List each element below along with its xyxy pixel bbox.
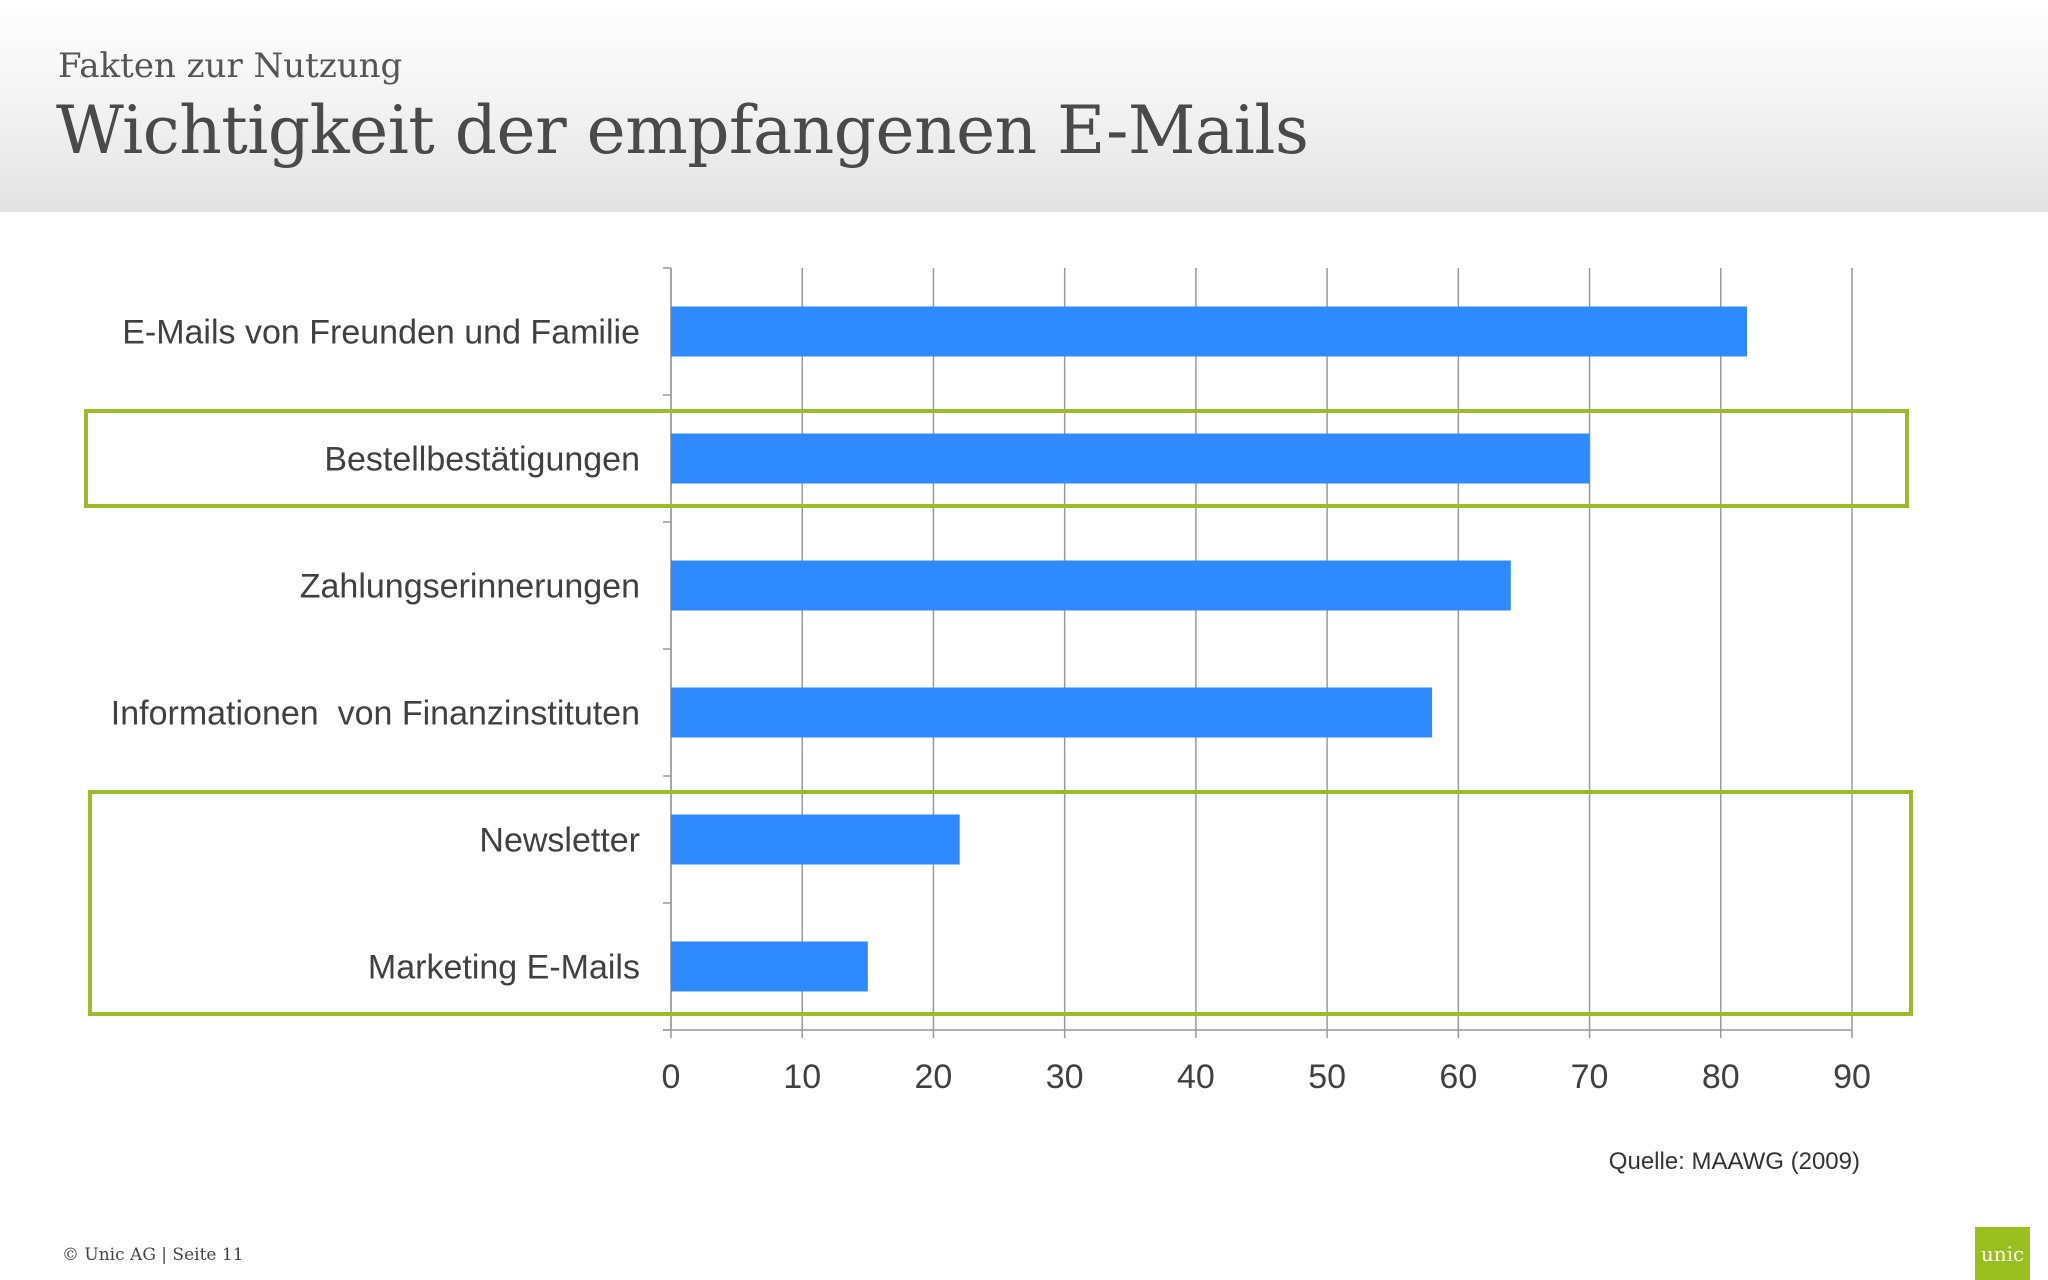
footer-copyright: © Unic AG | Seite 11 (62, 1245, 244, 1265)
bar (671, 941, 868, 992)
x-tick-label: 60 (1439, 1058, 1477, 1096)
category-label: Informationen von Finanzinstituten (111, 695, 640, 733)
unic-logo: unic (1975, 1227, 2030, 1280)
x-tick-label: 50 (1308, 1058, 1346, 1096)
x-tick-label: 10 (783, 1058, 821, 1096)
x-tick-label: 30 (1046, 1058, 1084, 1096)
category-label: Bestellbestätigungen (324, 441, 640, 479)
x-tick-label: 90 (1833, 1058, 1871, 1096)
x-tick-label: 70 (1571, 1058, 1609, 1096)
bar (671, 433, 1590, 484)
slide-title: Wichtigkeit der empfangenen E-Mails (56, 92, 1309, 169)
x-tick-label: 0 (662, 1058, 681, 1096)
bar (671, 560, 1511, 611)
bar (671, 687, 1433, 738)
category-label: Newsletter (479, 822, 640, 860)
x-tick-label: 40 (1177, 1058, 1215, 1096)
category-label: Marketing E-Mails (368, 949, 640, 987)
bar (671, 306, 1748, 357)
highlight-box (84, 409, 1909, 508)
bar (671, 814, 960, 865)
slide-subtitle: Fakten zur Nutzung (58, 46, 403, 86)
highlight-box (88, 790, 1913, 1016)
x-tick-label: 80 (1702, 1058, 1740, 1096)
source-note: Quelle: MAAWG (2009) (1608, 1148, 1860, 1175)
category-label: Zahlungserinnerungen (300, 568, 640, 606)
category-label: E-Mails von Freunden und Familie (122, 314, 640, 352)
slide-header: Fakten zur Nutzung Wichtigkeit der empfa… (0, 0, 2048, 212)
x-tick-label: 20 (915, 1058, 953, 1096)
